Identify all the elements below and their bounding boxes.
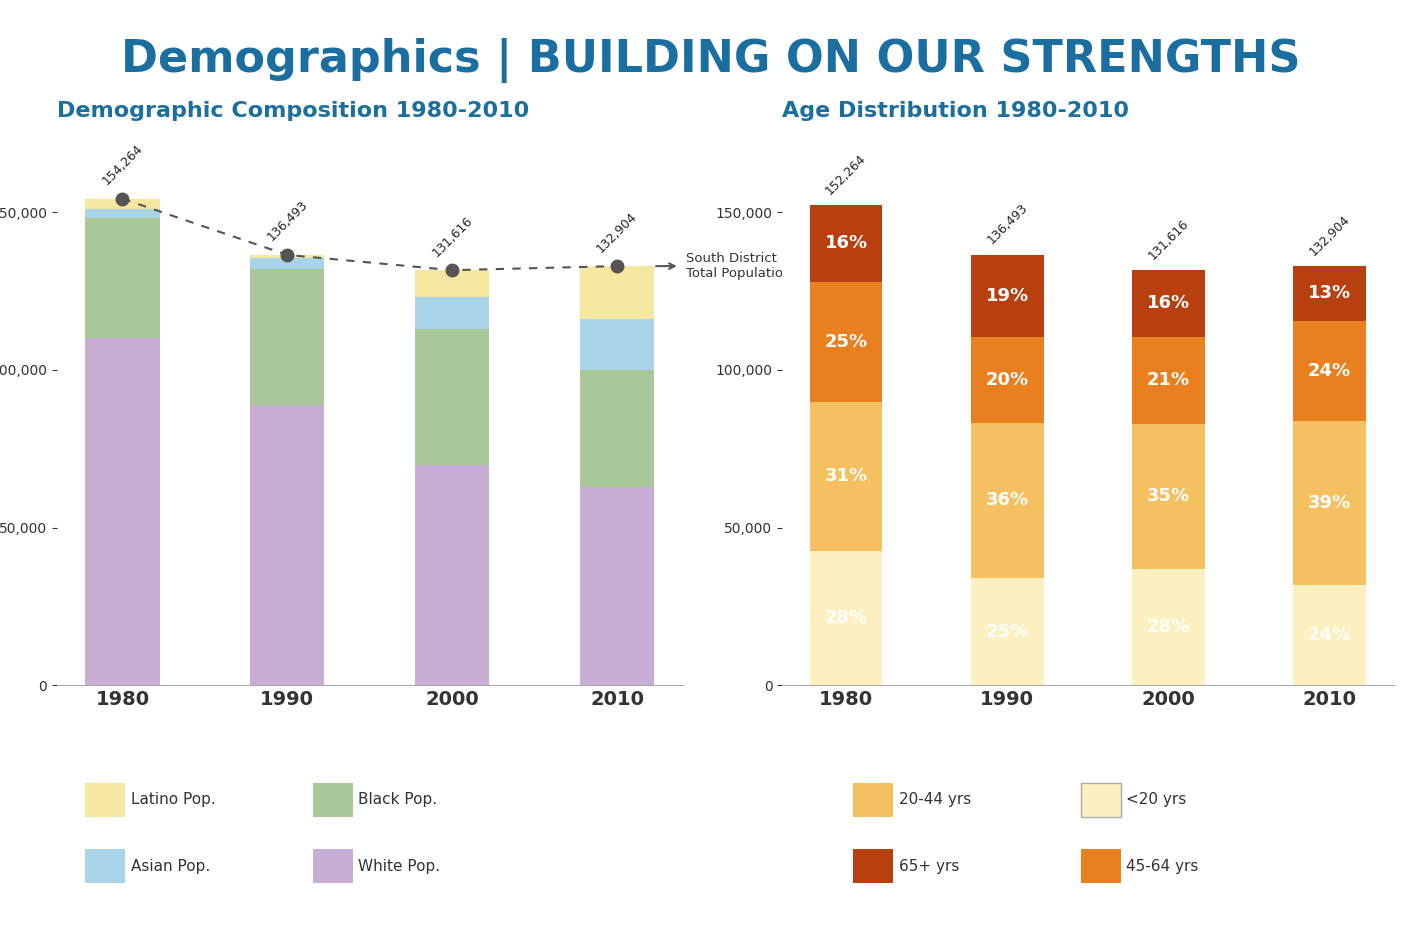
- Bar: [971, 255, 1044, 337]
- Text: 152,264: 152,264: [823, 151, 869, 197]
- Bar: [415, 270, 489, 297]
- Text: 25%: 25%: [825, 333, 867, 351]
- Text: 65+ yrs: 65+ yrs: [899, 859, 958, 874]
- Text: 136,493: 136,493: [264, 198, 310, 244]
- Bar: [85, 218, 159, 338]
- Text: 24%: 24%: [1308, 626, 1351, 645]
- Text: 45-64 yrs: 45-64 yrs: [1126, 859, 1199, 874]
- Text: 31%: 31%: [825, 467, 867, 486]
- Text: 20-44 yrs: 20-44 yrs: [899, 792, 971, 807]
- Bar: [971, 337, 1044, 423]
- Bar: [1293, 585, 1365, 685]
- Text: 13%: 13%: [1308, 285, 1351, 303]
- Text: Black Pop.: Black Pop.: [358, 792, 438, 807]
- Bar: [811, 205, 883, 282]
- Bar: [1132, 270, 1204, 337]
- Text: 20%: 20%: [985, 370, 1030, 388]
- Text: Demographics | BUILDING ON OUR STRENGTHS: Demographics | BUILDING ON OUR STRENGTHS: [121, 38, 1301, 83]
- Bar: [580, 486, 654, 685]
- Text: 25%: 25%: [985, 623, 1030, 641]
- Text: 35%: 35%: [1146, 487, 1190, 506]
- Bar: [1293, 267, 1365, 321]
- Bar: [250, 405, 324, 685]
- Bar: [250, 255, 324, 258]
- Bar: [415, 328, 489, 465]
- Text: 154,264: 154,264: [100, 142, 145, 188]
- Text: Demographic Composition 1980-2010: Demographic Composition 1980-2010: [57, 101, 529, 121]
- Text: 131,616: 131,616: [429, 213, 475, 259]
- Bar: [85, 199, 159, 209]
- Bar: [415, 465, 489, 685]
- Text: 21%: 21%: [1146, 371, 1190, 389]
- Text: Latino Pop.: Latino Pop.: [131, 792, 216, 807]
- Bar: [250, 258, 324, 269]
- Bar: [971, 423, 1044, 578]
- Text: 132,904: 132,904: [594, 209, 640, 255]
- Text: 28%: 28%: [825, 609, 867, 627]
- Text: 132,904: 132,904: [1307, 212, 1352, 258]
- Bar: [1132, 337, 1204, 424]
- Text: <20 yrs: <20 yrs: [1126, 792, 1186, 807]
- Text: White Pop.: White Pop.: [358, 859, 441, 874]
- Bar: [1132, 424, 1204, 569]
- Text: 136,493: 136,493: [984, 202, 1030, 247]
- Text: 24%: 24%: [1308, 362, 1351, 380]
- Text: 131,616: 131,616: [1146, 217, 1192, 263]
- Text: 16%: 16%: [825, 234, 867, 252]
- Bar: [811, 282, 883, 402]
- Bar: [85, 338, 159, 685]
- Bar: [415, 297, 489, 328]
- Bar: [580, 370, 654, 486]
- Bar: [1293, 421, 1365, 585]
- Text: Age Distribution 1980-2010: Age Distribution 1980-2010: [782, 101, 1129, 121]
- Bar: [811, 402, 883, 551]
- Text: 16%: 16%: [1146, 294, 1190, 312]
- Text: 28%: 28%: [1146, 618, 1190, 636]
- Bar: [811, 551, 883, 685]
- Text: Asian Pop.: Asian Pop.: [131, 859, 210, 874]
- Bar: [1132, 569, 1204, 685]
- Bar: [1293, 321, 1365, 421]
- Bar: [580, 320, 654, 370]
- Text: 36%: 36%: [985, 491, 1030, 509]
- Text: South District
Total Population: South District Total Population: [687, 252, 792, 280]
- Bar: [971, 578, 1044, 685]
- Bar: [85, 209, 159, 218]
- Text: 39%: 39%: [1308, 494, 1351, 512]
- Bar: [250, 269, 324, 405]
- Bar: [580, 267, 654, 320]
- Text: 19%: 19%: [985, 287, 1030, 305]
